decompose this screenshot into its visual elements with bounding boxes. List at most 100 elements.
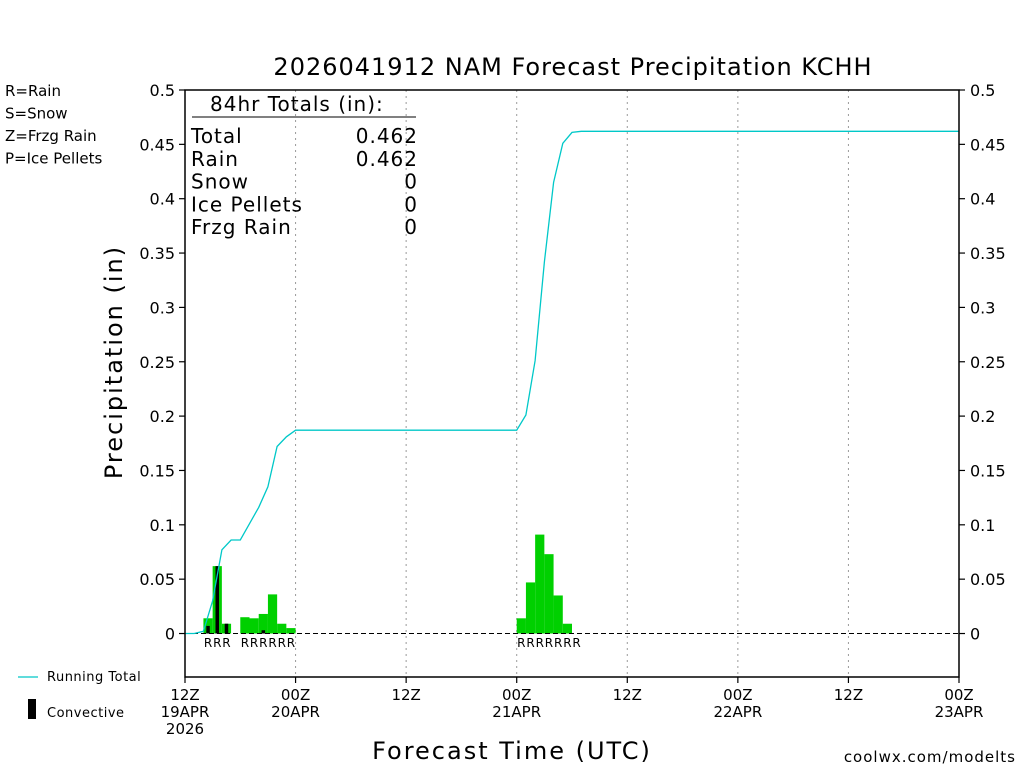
precip-type-label: R bbox=[517, 636, 525, 650]
precip-bar bbox=[535, 534, 545, 634]
series-legend-label: Convective bbox=[47, 706, 125, 721]
x-tick-label: 12Z bbox=[613, 686, 642, 704]
x-tick-label: 00Z bbox=[944, 686, 973, 704]
y-tick-label-right: 0.35 bbox=[970, 244, 1006, 263]
precip-bar bbox=[267, 594, 278, 634]
precip-bar bbox=[240, 617, 250, 634]
series-legend: Running Total Convective bbox=[18, 670, 141, 721]
totals-row-value: 0.462 bbox=[356, 147, 418, 171]
precip-type-label: R bbox=[241, 636, 249, 650]
x-tick-label: 2026 bbox=[166, 720, 204, 738]
totals-row-value: 0 bbox=[404, 170, 418, 194]
precip-type-label: R bbox=[250, 636, 258, 650]
y-tick-label-left: 0.45 bbox=[139, 135, 175, 154]
precip-type-label: R bbox=[213, 636, 221, 650]
totals-row-label: Total bbox=[190, 124, 243, 148]
type-legend-item: P=Ice Pellets bbox=[5, 150, 102, 168]
credit-text: coolwx.com/modelts bbox=[844, 748, 1016, 766]
x-tick-label: 21APR bbox=[492, 703, 541, 721]
precip-type-label: R bbox=[204, 636, 212, 650]
y-tick-label-left: 0.4 bbox=[150, 190, 175, 209]
totals-box: 84hr Totals (in): Total 0.462 Rain 0.462 Snow… bbox=[190, 92, 418, 239]
precip-type-label: R bbox=[554, 636, 562, 650]
precip-type-label: R bbox=[545, 636, 553, 650]
totals-row-value: 0 bbox=[404, 192, 418, 216]
precip-bar bbox=[553, 595, 563, 634]
totals-heading: 84hr Totals (in): bbox=[210, 92, 384, 116]
precip-type-label: R bbox=[259, 636, 267, 650]
precip-type-label: R bbox=[563, 636, 571, 650]
totals-row-label: Snow bbox=[191, 170, 249, 194]
totals-row-value: 0.462 bbox=[356, 124, 418, 148]
type-legend-item: S=Snow bbox=[5, 105, 68, 123]
y-tick-label-right: 0 bbox=[970, 625, 980, 644]
x-tick-label: 12Z bbox=[834, 686, 863, 704]
convective-bar bbox=[215, 566, 219, 634]
y-tick-label-left: 0.3 bbox=[150, 298, 175, 317]
y-tick-label-right: 0.1 bbox=[970, 516, 995, 535]
plot-frame bbox=[184, 89, 960, 678]
precip-type-label: R bbox=[268, 636, 276, 650]
type-legend-item: Z=Frzg Rain bbox=[5, 127, 97, 145]
x-tick-label: 22APR bbox=[713, 703, 762, 721]
x-tick-label: 12Z bbox=[170, 686, 199, 704]
x-tick-label: 12Z bbox=[391, 686, 420, 704]
y-tick-label-right: 0.5 bbox=[970, 81, 995, 100]
type-legend-item: R=Rain bbox=[5, 82, 61, 100]
y-tick-label-left: 0 bbox=[165, 625, 175, 644]
precip-bars bbox=[203, 534, 572, 634]
x-tick-label: 00Z bbox=[502, 686, 531, 704]
totals-row-value: 0 bbox=[404, 215, 418, 239]
precip-bar bbox=[525, 582, 536, 634]
totals-row-label: Frzg Rain bbox=[191, 215, 292, 239]
convective-bars bbox=[206, 566, 266, 634]
x-tick-label: 23APR bbox=[935, 703, 984, 721]
convective-bar bbox=[224, 623, 229, 634]
chart-title: 2026041912 NAM Forecast Precipitation KC… bbox=[273, 53, 872, 81]
y-tick-label-right: 0.25 bbox=[970, 353, 1006, 372]
precip-bar bbox=[249, 618, 259, 634]
y-tick-label-left: 0.25 bbox=[139, 353, 175, 372]
precip-type-label: R bbox=[572, 636, 580, 650]
precip-type-legend: R=Rain S=Snow Z=Frzg Rain P=Ice Pellets bbox=[5, 82, 102, 168]
precip-type-label: R bbox=[287, 636, 295, 650]
x-tick-label: 00Z bbox=[281, 686, 310, 704]
y-tick-label-right: 0.15 bbox=[970, 461, 1006, 480]
precip-type-label: R bbox=[526, 636, 534, 650]
x-tick-label: 19APR bbox=[161, 703, 210, 721]
precip-bar bbox=[277, 623, 287, 634]
precip-bar bbox=[286, 628, 296, 634]
convective-bar bbox=[261, 630, 266, 634]
y-tick-label-left: 0.35 bbox=[139, 244, 175, 263]
y-axis-ticks: 0 00.05 0.050.1 0.10.15 0.150.2 0.20.25 0.250.… bbox=[139, 81, 1005, 644]
y-tick-label-right: 0.45 bbox=[970, 135, 1006, 154]
y-tick-label-left: 0.2 bbox=[150, 407, 175, 426]
x-tick-label: 20APR bbox=[271, 703, 320, 721]
totals-row-label: Ice Pellets bbox=[191, 192, 303, 216]
y-tick-label-right: 0.2 bbox=[970, 407, 995, 426]
x-tick-label: 00Z bbox=[723, 686, 752, 704]
running-total-line bbox=[185, 130, 959, 635]
y-tick-label-left: 0.5 bbox=[150, 81, 175, 100]
precip-bar bbox=[258, 613, 268, 634]
convective-bar bbox=[206, 625, 210, 634]
precip-type-label: R bbox=[536, 636, 544, 650]
y-tick-label-left: 0.1 bbox=[150, 516, 175, 535]
y-tick-label-left: 0.15 bbox=[139, 461, 175, 480]
series-legend-label: Running Total bbox=[47, 670, 141, 685]
legend-bar-swatch bbox=[28, 699, 36, 719]
precip-type-label: R bbox=[278, 636, 286, 650]
precip-bar bbox=[562, 623, 572, 634]
precip-type-label: R bbox=[222, 636, 230, 650]
y-tick-label-right: 0.3 bbox=[970, 298, 995, 317]
totals-row-label: Rain bbox=[191, 147, 239, 171]
precip-bar bbox=[544, 554, 554, 634]
y-tick-label-right: 0.4 bbox=[970, 190, 995, 209]
y-axis-label: Precipitation (in) bbox=[100, 245, 128, 479]
gridlines bbox=[295, 90, 849, 677]
x-axis-label: Forecast Time (UTC) bbox=[372, 737, 652, 765]
y-tick-label-left: 0.05 bbox=[139, 570, 175, 589]
